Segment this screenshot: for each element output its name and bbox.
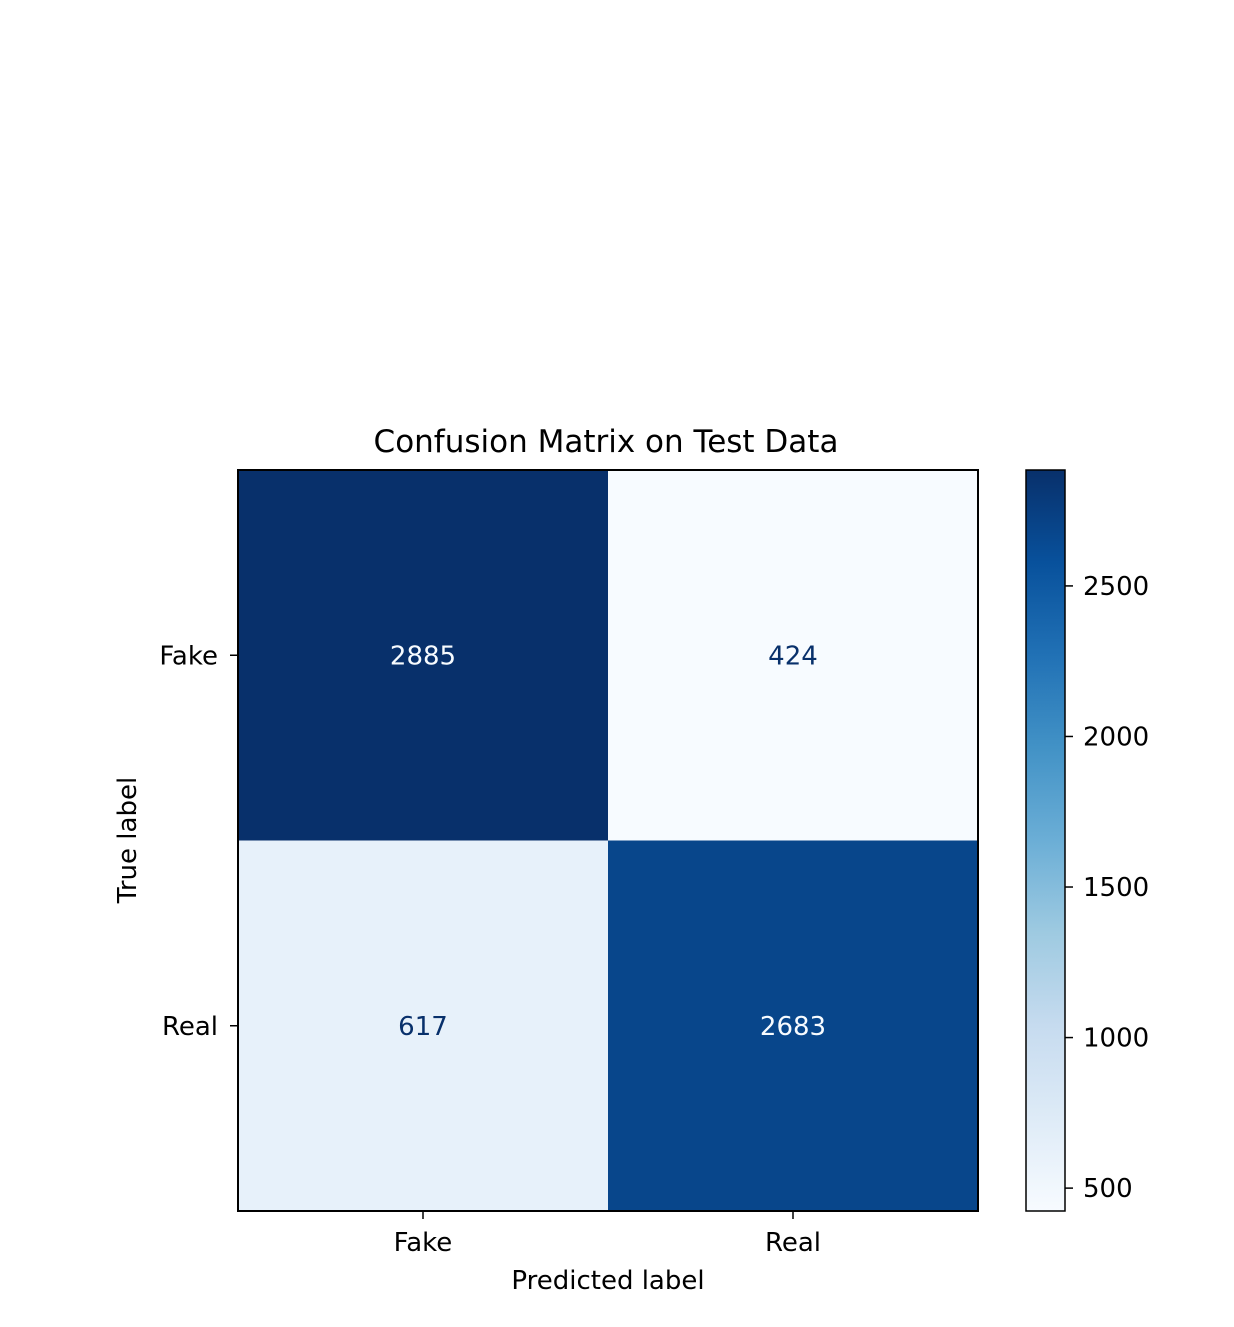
x-axis-label: Predicted label xyxy=(511,1266,704,1296)
matrix-cell-fake-fake xyxy=(238,470,609,841)
y-axis-label: True label xyxy=(113,777,143,904)
matrix-cell-value: 2885 xyxy=(390,641,456,671)
colorbar-tick-label: 2000 xyxy=(1083,722,1149,752)
matrix-cell-real-real xyxy=(608,840,979,1212)
x-tick-label: Real xyxy=(765,1228,821,1258)
matrix-cell-value: 2683 xyxy=(760,1012,826,1042)
y-tick-label: Fake xyxy=(159,641,218,671)
colorbar-tick-label: 1000 xyxy=(1083,1024,1149,1054)
x-axis-ticks: Fake Real xyxy=(394,1211,821,1258)
y-tick-label: Real xyxy=(162,1012,218,1042)
plot-frame xyxy=(237,469,979,1212)
colorbar-tick-label: 2500 xyxy=(1083,572,1149,602)
y-axis-ticks: Fake Real xyxy=(159,641,238,1042)
colorbar-tick-label: 1500 xyxy=(1083,873,1149,903)
colorbar-tick-label: 500 xyxy=(1083,1174,1133,1204)
x-tick-label: Fake xyxy=(394,1228,453,1258)
colorbar xyxy=(1025,469,1066,1212)
matrix-cells xyxy=(238,470,979,1212)
colorbar-ticks: 500 1000 1500 2000 2500 xyxy=(1065,572,1149,1204)
matrix-cell-value: 424 xyxy=(768,641,818,671)
matrix-cell-real-fake xyxy=(238,840,609,1212)
matrix-cell-fake-real xyxy=(608,470,979,841)
chart-title: Confusion Matrix on Test Data xyxy=(374,424,839,460)
matrix-cell-value: 617 xyxy=(398,1012,448,1042)
matrix-cell-labels: 2885 424 617 2683 xyxy=(390,641,826,1042)
